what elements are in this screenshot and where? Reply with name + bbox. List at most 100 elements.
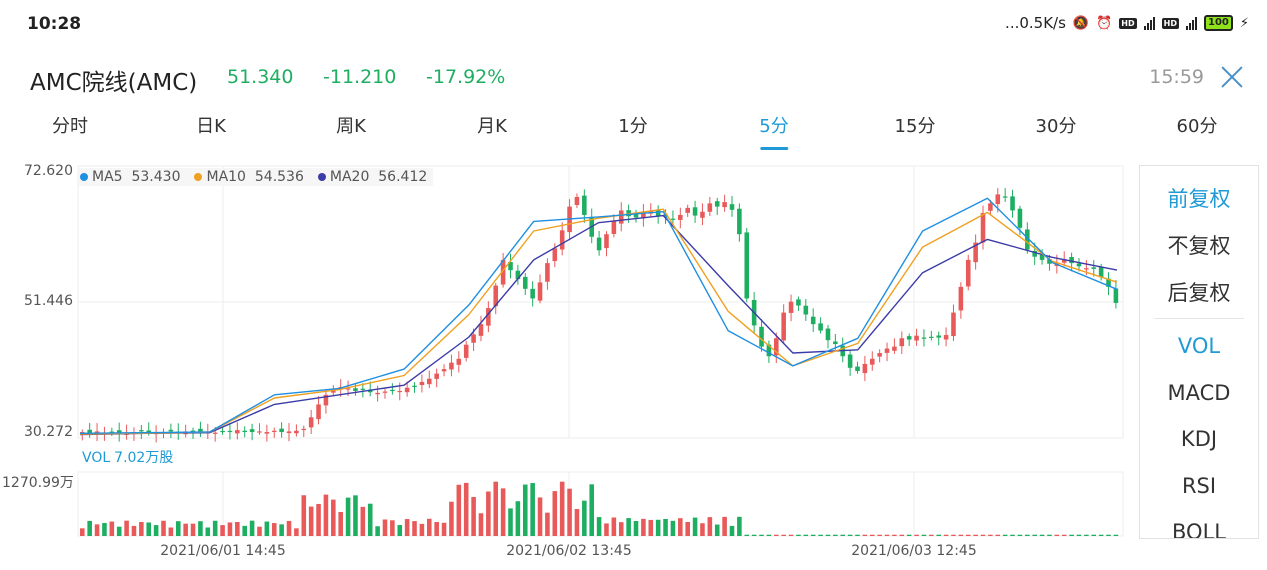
volume-bar xyxy=(382,519,388,536)
volume-bar xyxy=(427,518,432,536)
volume-bar xyxy=(249,520,255,536)
chart-area[interactable]: MA5 53.430 MA10 54.536 MA20 56.412 72.62… xyxy=(0,160,1130,570)
volume-bar xyxy=(1076,534,1082,536)
volume-bar xyxy=(1002,534,1008,536)
candle xyxy=(360,388,366,390)
candle xyxy=(722,202,727,208)
candle xyxy=(936,335,942,338)
volume-bar xyxy=(1017,534,1023,536)
candle xyxy=(257,431,262,433)
close-icon[interactable] xyxy=(1217,62,1247,92)
volume-bar xyxy=(825,534,831,536)
tab-weekly[interactable]: 周K xyxy=(336,116,366,137)
candle xyxy=(486,308,491,326)
indicator-boll[interactable]: BOLL xyxy=(1172,520,1226,539)
volume-bar xyxy=(774,534,779,536)
tab-intraday[interactable]: 分时 xyxy=(52,116,88,137)
net-speed: ...0.5K/s xyxy=(1005,14,1066,32)
volume-bar xyxy=(781,534,786,536)
candle xyxy=(582,195,587,215)
volume-bar xyxy=(958,534,964,536)
volume-bar xyxy=(833,534,838,536)
candle xyxy=(988,203,993,211)
indicator-kdj[interactable]: KDJ xyxy=(1180,427,1218,451)
candle xyxy=(869,358,875,365)
candle xyxy=(375,392,380,395)
volume-bar xyxy=(670,520,676,536)
candle xyxy=(367,389,373,393)
quote-time: 15:59 xyxy=(1149,66,1204,88)
kline-chart[interactable] xyxy=(0,160,1130,570)
volume-bar xyxy=(264,521,270,536)
volume-bar xyxy=(700,523,705,536)
candle xyxy=(323,394,329,406)
tab-30min[interactable]: 30分 xyxy=(1035,116,1077,137)
candle xyxy=(678,214,683,220)
candle xyxy=(1032,250,1037,257)
candle xyxy=(965,259,971,287)
status-icons: ...0.5K/s 🔕 ⏰ HD HD 100 ⚡ xyxy=(1005,14,1249,32)
tab-5min[interactable]: 5分 xyxy=(759,112,788,138)
volume-bar xyxy=(449,501,454,536)
stock-change: -11.210 xyxy=(323,66,397,88)
volume-bar xyxy=(840,534,846,536)
volume-bar xyxy=(198,521,203,536)
candle xyxy=(618,210,624,224)
volume-bar xyxy=(810,534,816,536)
candle xyxy=(958,286,964,311)
candle xyxy=(316,404,321,420)
volume-bar xyxy=(796,534,801,536)
candle xyxy=(345,388,351,390)
volume-bar xyxy=(175,521,181,536)
candle xyxy=(707,203,713,212)
volume-bar xyxy=(1084,534,1089,536)
adjust-forward[interactable]: 前复权 xyxy=(1167,187,1231,211)
tab-60min[interactable]: 60分 xyxy=(1176,116,1218,137)
tab-monthly[interactable]: 月K xyxy=(477,116,507,137)
volume-bar xyxy=(486,491,491,536)
indicator-macd[interactable]: MACD xyxy=(1167,381,1231,405)
volume-bar xyxy=(1061,534,1067,536)
volume-bar xyxy=(943,534,949,536)
volume-bar xyxy=(367,503,373,536)
stock-price: 51.340 xyxy=(227,66,294,88)
signal-icon xyxy=(1143,16,1155,30)
candle xyxy=(744,232,750,299)
volume-bar xyxy=(714,524,720,536)
candle xyxy=(220,430,225,433)
volume-bar xyxy=(1054,534,1060,536)
volume-bar xyxy=(1113,534,1119,536)
candle xyxy=(427,378,432,385)
adjust-none[interactable]: 不复权 xyxy=(1167,234,1231,258)
volume-bar xyxy=(301,495,307,536)
volume-bar xyxy=(1098,534,1104,536)
indicator-rsi[interactable]: RSI xyxy=(1181,474,1217,498)
candle xyxy=(921,337,927,339)
volume-bar xyxy=(892,534,897,536)
volume-bar xyxy=(737,516,742,536)
volume-bar xyxy=(294,528,299,536)
candle xyxy=(308,417,314,428)
volume-bar xyxy=(596,517,602,536)
price-axis-min: 30.272 xyxy=(24,424,73,440)
stock-header: AMC院线(AMC) 51.340 -11.210 -17.92% 15:59 xyxy=(0,55,1267,99)
tab-15min[interactable]: 15分 xyxy=(894,116,936,137)
candle xyxy=(825,328,831,341)
volume-bar xyxy=(759,534,764,536)
volume-axis-max: 1270.99万 xyxy=(2,475,74,491)
volume-bar xyxy=(153,525,159,536)
volume-bar xyxy=(522,484,528,536)
indicator-vol[interactable]: VOL xyxy=(1177,334,1221,358)
volume-bar xyxy=(508,508,513,536)
adjust-backward[interactable]: 后复权 xyxy=(1167,281,1231,305)
candle xyxy=(227,430,233,433)
candle xyxy=(1076,263,1082,267)
volume-bar xyxy=(220,525,225,536)
tab-daily[interactable]: 日K xyxy=(196,116,226,137)
tab-1min[interactable]: 1分 xyxy=(618,116,648,137)
volume-bar xyxy=(884,534,890,536)
volume-bar xyxy=(102,523,107,536)
volume-bar xyxy=(257,526,262,536)
alarm-icon: ⏰ xyxy=(1096,15,1113,31)
volume-bar xyxy=(493,481,499,536)
